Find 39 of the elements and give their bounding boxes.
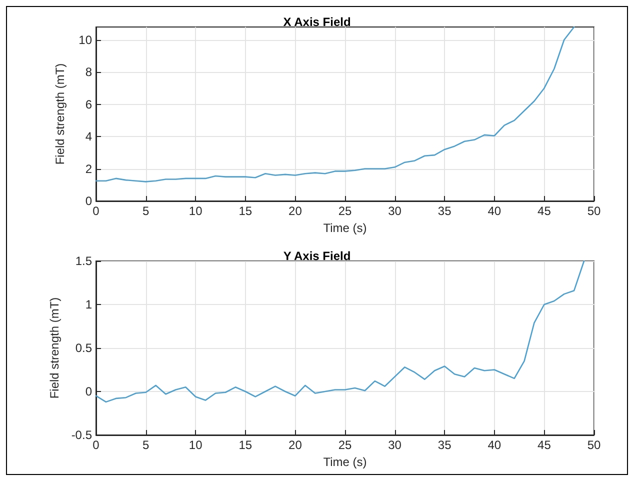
x-axis-title: Time (s)	[323, 454, 367, 468]
x-tick-label: 15	[238, 438, 252, 452]
y-axis-title: Field strength (mT)	[47, 296, 62, 398]
x-axis-title: Time (s)	[323, 220, 367, 235]
x-tick-label: 15	[238, 204, 252, 218]
x-tick-label: 50	[587, 438, 601, 452]
y-tick-label: 1.5	[75, 254, 92, 268]
x-tick-label: 35	[438, 204, 452, 218]
x-tick-label: 45	[538, 438, 552, 452]
y-tick-label: -0.5	[71, 428, 92, 442]
y-tick-label: 1	[85, 297, 92, 311]
y-tick-label: 4	[85, 130, 92, 144]
x-tick-label: 25	[338, 438, 352, 452]
x-tick-label: 5	[142, 204, 150, 218]
chart-title: X Axis Field	[283, 15, 351, 29]
x-tick-label: 20	[288, 438, 302, 452]
line-series	[95, 26, 575, 182]
y-tick-label: 0	[85, 194, 92, 208]
x-tick-label: 25	[338, 204, 352, 218]
y-tick-label: 0.5	[75, 340, 92, 354]
y-tick-label: 10	[78, 32, 92, 47]
x-tick-label: 20	[288, 204, 302, 218]
x-tick-label: 30	[388, 438, 402, 452]
x-tick-label: 50	[587, 204, 601, 218]
x-tick-label: 10	[188, 438, 203, 452]
y-tick-label: 6	[85, 97, 92, 112]
y-tick-label: 0	[85, 384, 92, 398]
x-tick-label: 5	[142, 438, 150, 452]
x-tick-label: 40	[488, 438, 502, 452]
x-tick-label: 40	[488, 204, 502, 218]
x-tick-label: 10	[188, 204, 203, 218]
y-axis-title: Field strength (mT)	[53, 63, 67, 165]
x-tick-label: 35	[438, 438, 452, 452]
y-tick-label: 8	[85, 65, 92, 80]
line-series	[95, 260, 585, 402]
x-tick-label: 45	[538, 204, 552, 218]
chart-title: Y Axis Field	[283, 248, 351, 262]
x-tick-label: 30	[388, 204, 402, 218]
y-tick-label: 2	[85, 162, 92, 176]
